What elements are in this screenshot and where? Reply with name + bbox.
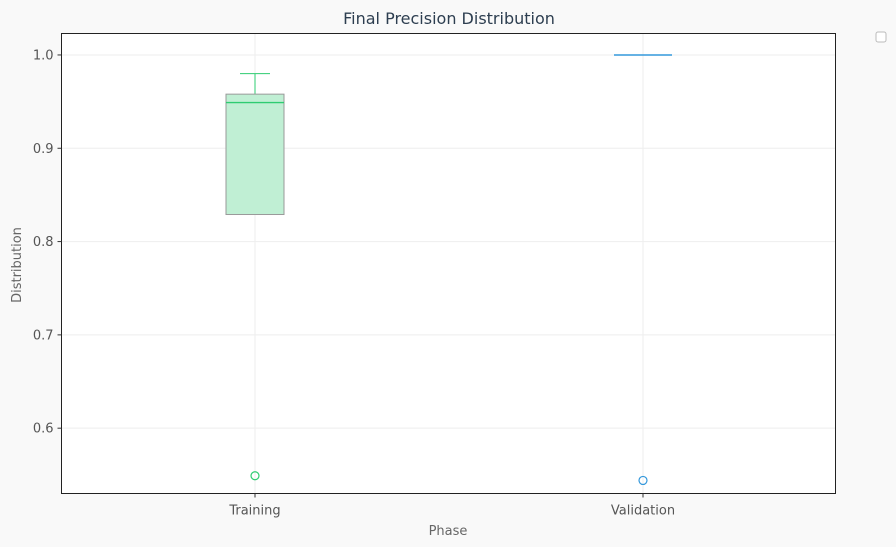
outlier-point bbox=[638, 475, 648, 486]
y-tick-label: 1.0 bbox=[33, 48, 54, 63]
box-validation bbox=[614, 54, 672, 486]
y-tick-label: 0.8 bbox=[33, 235, 54, 250]
plot-area bbox=[61, 33, 836, 494]
x-tick-label: Validation bbox=[611, 504, 675, 519]
y-tick-label: 0.7 bbox=[33, 328, 54, 343]
x-tick-label: Training bbox=[228, 504, 280, 519]
y-axis-label: Distribution bbox=[10, 227, 25, 303]
x-axis-ticks: Training Validation bbox=[228, 493, 675, 519]
chart-title: Final Precision Distribution bbox=[343, 9, 555, 28]
box-training bbox=[225, 73, 285, 481]
x-axis-label: Phase bbox=[429, 524, 468, 539]
plot-frame bbox=[61, 33, 836, 494]
y-axis-ticks: 0.6 0.7 0.8 0.9 1.0 bbox=[33, 48, 62, 437]
outlier-point bbox=[250, 471, 260, 481]
y-tick-label: 0.9 bbox=[33, 142, 54, 157]
legend-box bbox=[875, 31, 887, 43]
y-tick-label: 0.6 bbox=[33, 422, 54, 437]
box-iqr bbox=[225, 93, 285, 216]
boxes bbox=[225, 54, 672, 486]
